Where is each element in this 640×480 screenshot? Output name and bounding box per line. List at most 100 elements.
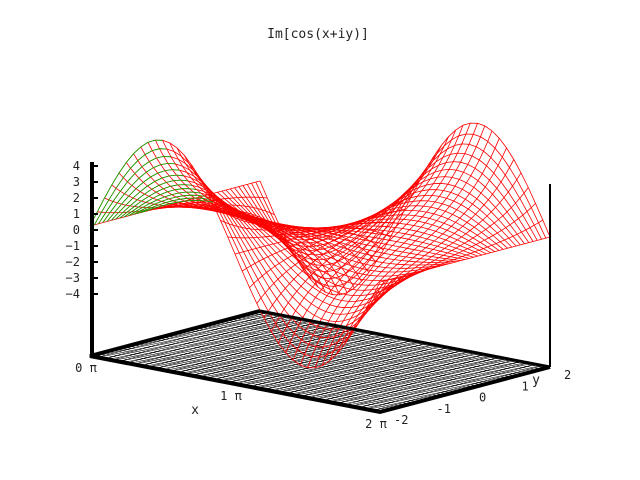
z-tick-label: 0 [73,223,80,237]
surface-underside-line [132,194,206,216]
surface-mesh-line [372,219,544,297]
base-grid-line [221,320,512,378]
z-tick-label: 1 [73,207,80,221]
surface-mesh-line [256,167,428,304]
base-grid-line [128,345,419,403]
surface-underside-line [136,197,210,214]
y-tick-label: -1 [437,402,451,416]
base-grid-line [111,350,402,407]
y-tick-label: -2 [394,413,408,427]
surface-mesh-line [314,125,486,369]
surface-mesh-line [234,208,406,255]
base-grid-line [132,344,423,402]
base-grid-line [153,338,444,396]
surface-mesh-line [299,122,471,366]
surface-mesh-line [154,139,326,293]
surface-underside-line [128,191,201,217]
surface-mesh-line [357,187,529,324]
surface-mesh-line [307,123,478,368]
base-grid-line [208,324,500,381]
z-tick-label: −2 [66,255,80,269]
base-grid-line [145,341,436,398]
base-frame-back [259,309,551,369]
y-tick-label: 0 [479,391,486,405]
base-grid-line [119,347,410,405]
surface-mesh-line [328,138,500,362]
base-grid-line [234,317,525,375]
base-grid-line [242,315,534,372]
surface-mesh-line [133,153,304,271]
base-grid-line [140,342,432,399]
x-tick-label: 2 π [365,417,387,431]
base-grid-line [183,330,474,388]
surface-mesh-line [241,194,413,272]
z-tick-label: −4 [66,287,80,301]
surface-underside-line [106,169,180,222]
base-grid-line [149,339,440,397]
surface-mesh-line [263,155,435,319]
surface-mesh-line [125,162,297,259]
y-tick-label: 2 [564,368,571,382]
base-grid-line [196,327,487,385]
x-axis-label: x [191,403,199,418]
surface-underside-line [102,162,176,223]
z-tick-label: 4 [73,159,80,173]
base-grid-line [200,326,491,384]
surface-mesh-line [97,196,268,214]
surface-underside-line [123,188,197,218]
surface-underside-line [98,155,172,225]
surface-mesh-line [379,236,551,283]
surface-mesh-line [198,176,370,273]
base-grid-line [174,333,466,390]
surface-mesh-line [176,147,348,293]
surface-mesh-line [169,142,341,296]
surface-mesh-line [278,136,449,344]
base-grid-line [217,321,508,379]
base-grid-line [106,351,398,408]
surface-mesh-line [104,197,275,215]
z-tick-label: 2 [73,191,80,205]
base-grid-line [123,346,415,404]
surface-mesh-line [292,125,464,361]
surface-mesh-line [89,180,261,227]
base-grid-line [136,343,427,400]
base-grid-line [213,323,504,380]
surface-mesh-line [285,129,457,353]
surface-underside-line [111,174,184,221]
surface-underside-line [115,179,189,220]
base-grid-line [98,353,389,411]
x-tick-label: 1 π [220,389,242,403]
base-grid-line [102,352,393,409]
surface-mesh-line [213,204,384,251]
x-tick-label: 0 π [75,361,97,375]
base-frame [89,309,551,415]
base-grid-line [166,335,457,393]
surface-mesh-line [321,130,493,366]
surface-mesh-line [270,145,442,332]
surface-mesh-line [336,147,507,355]
base-grid-line [247,314,538,371]
base-grid-line [225,319,517,377]
base-grid-line [170,334,461,391]
surface-mesh-line [343,159,515,346]
surface-underside-line [89,139,163,227]
base-grid-line [191,328,483,386]
surface-underside-line [119,184,193,219]
surface-mesh-line [205,189,377,263]
surface-mesh-line [365,203,536,311]
surface-mesh-line [227,221,398,239]
z-tick-label: −3 [66,271,80,285]
z-tick-label: 3 [73,175,80,189]
base-grid-line [162,336,453,394]
surface-underside-line [93,148,167,226]
base-grid-line [115,348,406,406]
base-grid-line [204,325,495,382]
base-grid-line [255,311,546,369]
surface-underside-line [140,200,214,213]
z-tick-label: −1 [66,239,80,253]
y-tick-label: 1 [522,379,529,393]
surface-mesh-line [147,142,319,288]
chart-title: Im[cos(x+iy)] [267,27,369,42]
